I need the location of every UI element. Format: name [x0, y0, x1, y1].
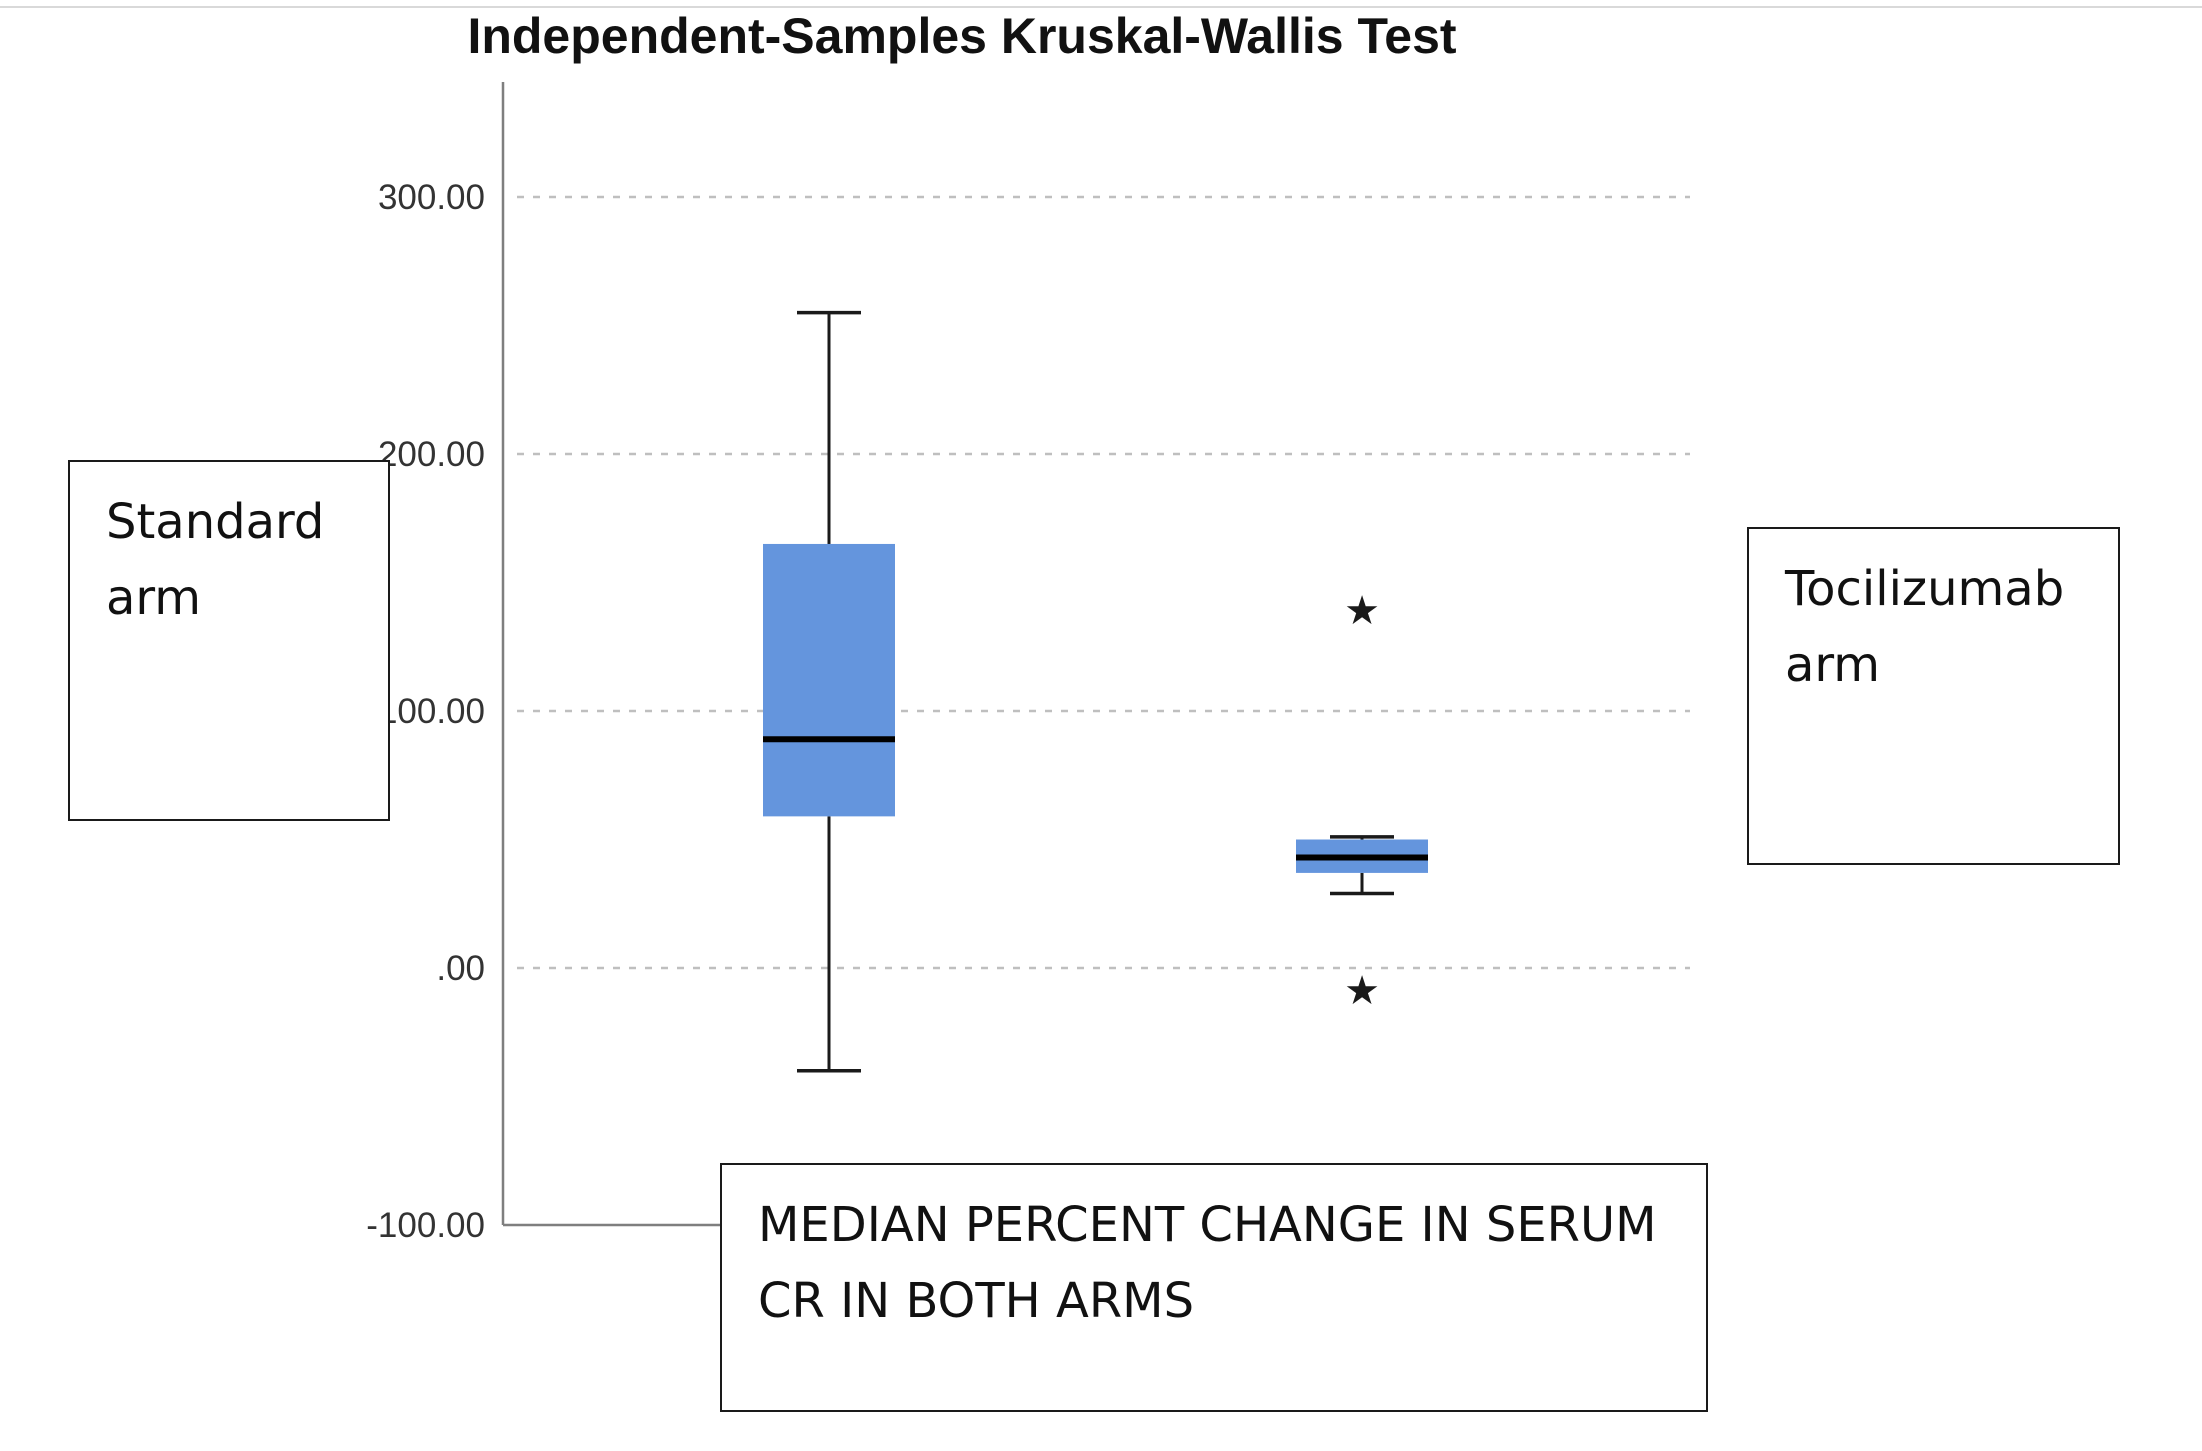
y-tick-label: 200.00 — [378, 435, 485, 474]
top-border — [0, 0, 2202, 8]
iqr-box — [763, 543, 895, 817]
median-change-caption-box: MEDIAN PERCENT CHANGE IN SERUM CR IN BOT… — [720, 1163, 1708, 1412]
y-tick-label: -100.00 — [366, 1206, 485, 1245]
y-tick-label: 100.00 — [378, 692, 485, 731]
outlier-marker: ★ — [1344, 968, 1380, 1014]
tocilizumab-arm-label-box: Tocilizumab arm — [1747, 527, 2120, 865]
outlier-marker: ★ — [1344, 588, 1380, 634]
standard-arm-label-box: Standard arm — [68, 460, 390, 821]
y-tick-label: 300.00 — [378, 178, 485, 217]
y-tick-label: .00 — [436, 949, 485, 988]
chart-title: Independent-Samples Kruskal-Wallis Test — [467, 8, 1456, 64]
